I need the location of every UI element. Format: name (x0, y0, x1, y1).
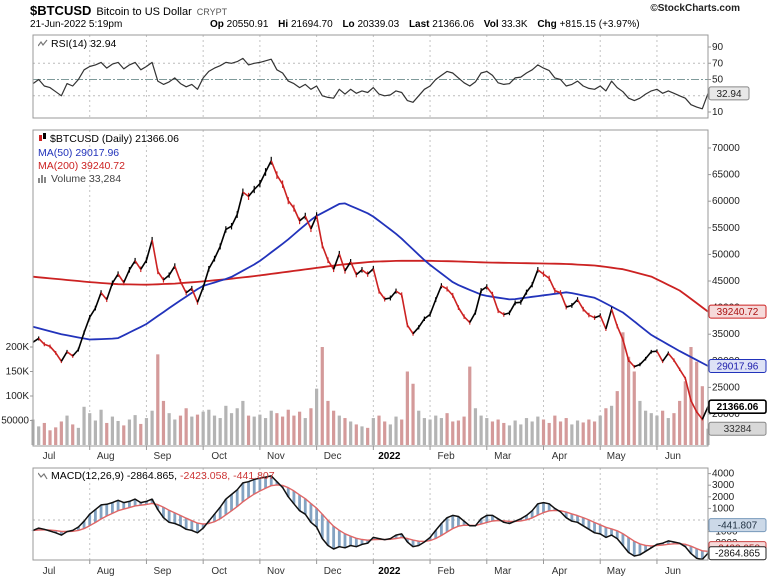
macd-legend-signal: -2423.058, (180, 470, 231, 482)
volume-label: Vol (483, 19, 499, 30)
price-legend-text: $BTCUSD (Daily) 21366.06 (50, 133, 179, 145)
svg-text:70000: 70000 (712, 143, 740, 154)
svg-text:21366.06: 21366.06 (717, 402, 759, 413)
svg-text:Nov: Nov (267, 566, 285, 577)
svg-text:Oct: Oct (211, 566, 227, 577)
svg-text:25000: 25000 (712, 382, 740, 393)
symbol-label: $BTCUSD (30, 3, 92, 18)
macd-legend-name: MACD(12,26,9) -2864.865, (51, 470, 178, 482)
svg-text:Jul: Jul (43, 451, 56, 462)
exchange-label: CRYPT (196, 7, 228, 17)
svg-text:Jul: Jul (43, 566, 56, 577)
svg-text:4000: 4000 (712, 469, 735, 480)
price-legend: $BTCUSD (Daily) 21366.06 MA(50) 29017.96… (38, 133, 179, 187)
svg-text:2022: 2022 (378, 451, 401, 462)
last-label: Last (408, 19, 430, 30)
rsi-legend: RSI(14) 32.94 (37, 38, 117, 52)
svg-text:Aug: Aug (97, 451, 115, 462)
svg-text:Nov: Nov (267, 451, 285, 462)
change-value: +815.15 (+3.97%) (559, 19, 640, 30)
quote-strip: Op 20550.91 Hi 21694.70 Lo 20339.03 Last… (210, 19, 640, 30)
svg-text:Feb: Feb (437, 566, 455, 577)
svg-text:60000: 60000 (712, 196, 740, 207)
svg-text:29017.96: 29017.96 (717, 362, 759, 373)
datetime-label: 21-Jun-2022 5:19pm (30, 19, 123, 30)
last-value: 21366.06 (432, 19, 475, 30)
rsi-indicator-icon (37, 39, 48, 52)
svg-text:200K: 200K (6, 342, 30, 353)
svg-text:Mar: Mar (494, 451, 512, 462)
svg-text:Dec: Dec (324, 451, 342, 462)
rsi-legend-text: RSI(14) 32.94 (51, 38, 117, 50)
chart-header: $BTCUSD Bitcoin to US Dollar CRYPT ©StockC… (30, 3, 740, 18)
svg-text:70: 70 (712, 58, 724, 69)
open-label: Op (210, 19, 224, 30)
low-value: 20339.03 (357, 19, 400, 30)
svg-text:Dec: Dec (324, 566, 342, 577)
svg-text:50000: 50000 (712, 249, 740, 260)
svg-text:100K: 100K (6, 391, 30, 402)
volume-legend-text: Volume 33,284 (51, 173, 122, 185)
svg-text:-441.807: -441.807 (718, 521, 758, 532)
svg-text:50000: 50000 (1, 416, 29, 427)
svg-text:20000: 20000 (712, 409, 740, 420)
svg-text:35000: 35000 (712, 329, 740, 340)
high-value: 21694.70 (290, 19, 333, 30)
svg-text:1000: 1000 (712, 503, 735, 514)
macd-legend: MACD(12,26,9) -2864.865, -2423.058, -441… (37, 470, 275, 484)
volume-bars-icon (38, 174, 48, 187)
svg-text:39240.72: 39240.72 (717, 307, 759, 318)
svg-text:150K: 150K (6, 367, 30, 378)
macd-indicator-icon (37, 471, 48, 484)
svg-text:Apr: Apr (552, 566, 568, 577)
svg-text:55000: 55000 (712, 223, 740, 234)
svg-text:2022: 2022 (378, 566, 401, 577)
open-value: 20550.91 (226, 19, 269, 30)
svg-text:90: 90 (712, 42, 724, 53)
svg-text:Mar: Mar (494, 566, 512, 577)
svg-text:Sep: Sep (154, 566, 172, 577)
svg-text:Jun: Jun (665, 566, 681, 577)
symbol-name: Bitcoin to US Dollar (96, 6, 192, 18)
svg-text:33284: 33284 (724, 424, 752, 435)
svg-text:2000: 2000 (712, 492, 735, 503)
volume-value: 33.3K (501, 19, 528, 30)
low-label: Lo (342, 19, 355, 30)
change-label: Chg (537, 19, 557, 30)
svg-text:50: 50 (712, 75, 724, 86)
svg-text:10: 10 (712, 107, 724, 118)
svg-text:32.94: 32.94 (716, 89, 741, 100)
svg-text:45000: 45000 (712, 276, 740, 287)
svg-text:May: May (607, 566, 626, 577)
svg-text:Oct: Oct (211, 451, 227, 462)
svg-text:May: May (607, 451, 626, 462)
macd-legend-hist: -441.807 (233, 470, 275, 482)
ma200-legend-text: MA(200) 39240.72 (38, 160, 125, 172)
svg-text:Apr: Apr (552, 451, 568, 462)
stockcharts-copyright: ©StockCharts.com (650, 3, 740, 14)
svg-text:Sep: Sep (154, 451, 172, 462)
svg-text:Jun: Jun (665, 451, 681, 462)
svg-text:Aug: Aug (97, 566, 115, 577)
svg-text:3000: 3000 (712, 480, 735, 491)
svg-text:65000: 65000 (712, 170, 740, 181)
ma50-legend-text: MA(50) 29017.96 (38, 147, 120, 159)
candlestick-icon (38, 133, 47, 147)
svg-text:Feb: Feb (437, 451, 455, 462)
high-label: Hi (278, 19, 289, 30)
svg-text:-2864.865: -2864.865 (715, 549, 760, 560)
